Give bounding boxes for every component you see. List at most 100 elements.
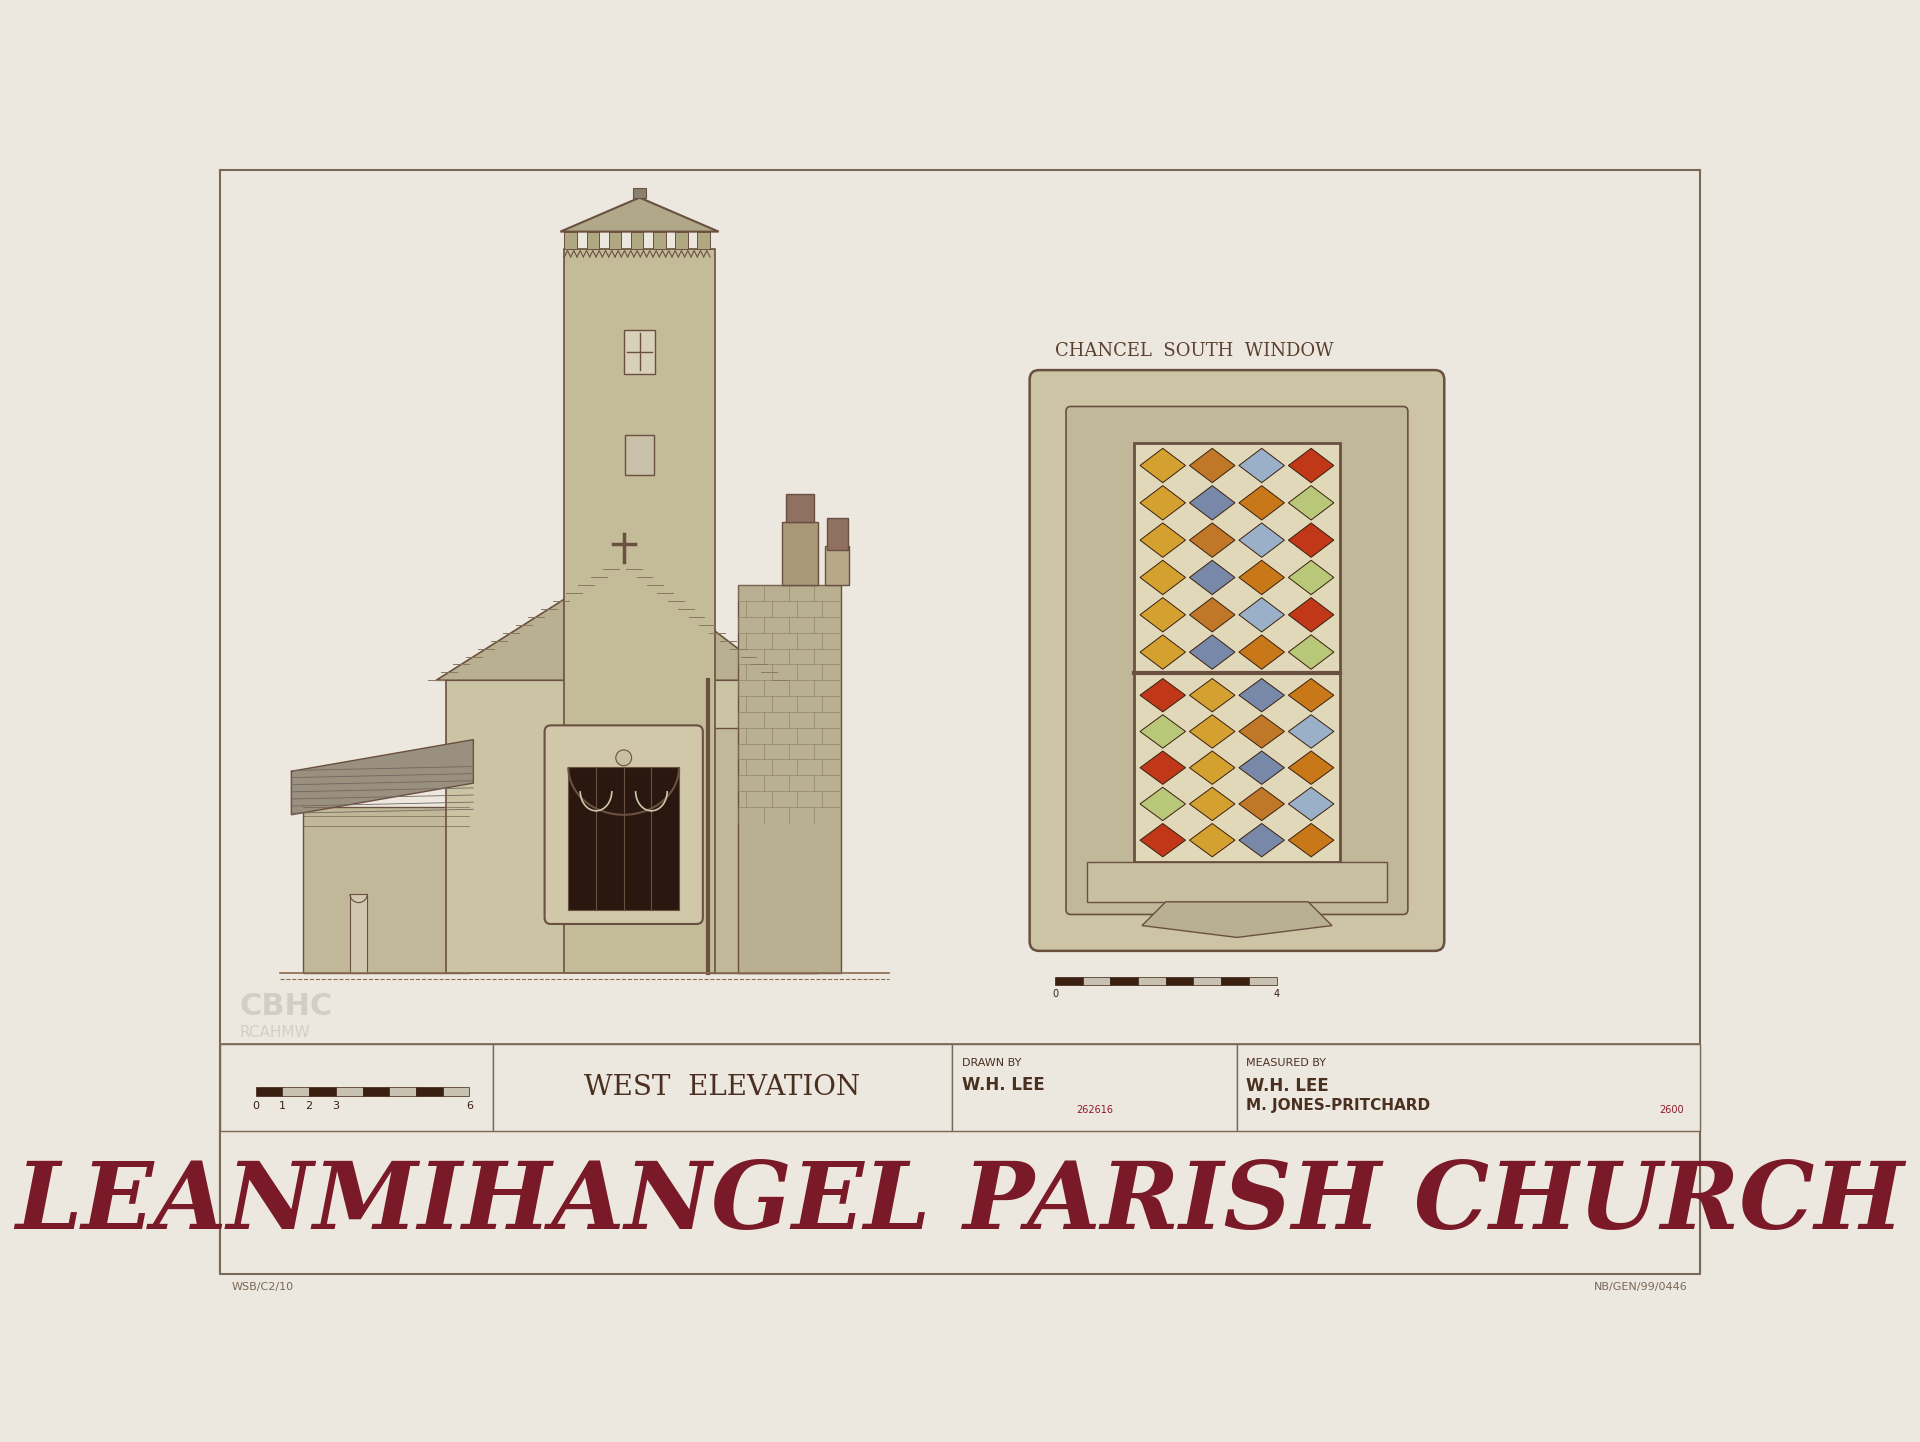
Bar bbox=[1083, 978, 1110, 985]
Bar bbox=[349, 894, 367, 973]
Bar bbox=[564, 249, 714, 973]
Bar bbox=[781, 522, 818, 585]
Bar bbox=[609, 232, 622, 249]
Bar bbox=[363, 1087, 390, 1096]
FancyBboxPatch shape bbox=[1066, 407, 1407, 914]
Text: 262616: 262616 bbox=[1075, 1106, 1114, 1116]
Bar bbox=[444, 1087, 468, 1096]
Polygon shape bbox=[1140, 679, 1185, 712]
Bar bbox=[282, 1087, 309, 1096]
Polygon shape bbox=[1288, 679, 1334, 712]
Bar bbox=[303, 808, 468, 973]
Bar bbox=[634, 187, 645, 198]
FancyBboxPatch shape bbox=[1029, 371, 1444, 950]
Text: 2: 2 bbox=[305, 1102, 313, 1112]
Bar bbox=[390, 1087, 417, 1096]
Polygon shape bbox=[1140, 486, 1185, 521]
Polygon shape bbox=[1288, 634, 1334, 669]
Text: 3: 3 bbox=[332, 1102, 340, 1112]
Polygon shape bbox=[1140, 751, 1185, 784]
Text: 1: 1 bbox=[278, 1102, 286, 1112]
Polygon shape bbox=[1288, 751, 1334, 784]
Polygon shape bbox=[1190, 448, 1235, 483]
Polygon shape bbox=[1238, 597, 1284, 632]
Polygon shape bbox=[1288, 787, 1334, 820]
Bar bbox=[221, 1044, 493, 1132]
Bar bbox=[1194, 978, 1221, 985]
Text: CBHC: CBHC bbox=[240, 992, 334, 1021]
Bar bbox=[676, 232, 687, 249]
Polygon shape bbox=[1140, 823, 1185, 857]
Polygon shape bbox=[1288, 597, 1334, 632]
Text: NB/GEN/99/0446: NB/GEN/99/0446 bbox=[1594, 1282, 1688, 1292]
Bar bbox=[739, 585, 841, 973]
Bar bbox=[309, 1087, 336, 1096]
Bar bbox=[828, 518, 847, 549]
Text: WSB/C2/10: WSB/C2/10 bbox=[232, 1282, 294, 1292]
Text: 2600: 2600 bbox=[1659, 1106, 1684, 1116]
Bar bbox=[568, 767, 680, 910]
Polygon shape bbox=[1190, 561, 1235, 594]
Bar bbox=[1165, 978, 1194, 985]
Polygon shape bbox=[1238, 448, 1284, 483]
Polygon shape bbox=[1140, 597, 1185, 632]
Bar bbox=[255, 1087, 282, 1096]
Polygon shape bbox=[1238, 787, 1284, 820]
Text: 0: 0 bbox=[1052, 989, 1058, 999]
Polygon shape bbox=[1288, 715, 1334, 748]
Polygon shape bbox=[1190, 634, 1235, 669]
Bar bbox=[221, 1044, 1699, 1132]
Polygon shape bbox=[1288, 448, 1334, 483]
Polygon shape bbox=[436, 561, 780, 681]
Bar bbox=[785, 495, 814, 522]
Circle shape bbox=[616, 750, 632, 766]
Polygon shape bbox=[1238, 561, 1284, 594]
Text: M. JONES-PRITCHARD: M. JONES-PRITCHARD bbox=[1246, 1097, 1430, 1113]
Bar bbox=[1221, 978, 1248, 985]
Text: W.H. LEE: W.H. LEE bbox=[962, 1076, 1044, 1094]
Polygon shape bbox=[1190, 715, 1235, 748]
Polygon shape bbox=[1288, 486, 1334, 521]
Bar bbox=[417, 1087, 444, 1096]
Polygon shape bbox=[1288, 823, 1334, 857]
Text: 6: 6 bbox=[467, 1102, 472, 1112]
Text: 4: 4 bbox=[1273, 989, 1279, 999]
Text: RCAHMW: RCAHMW bbox=[240, 1025, 311, 1040]
Polygon shape bbox=[1238, 523, 1284, 557]
Polygon shape bbox=[1288, 523, 1334, 557]
Polygon shape bbox=[1190, 787, 1235, 820]
Polygon shape bbox=[1238, 634, 1284, 669]
Bar bbox=[1054, 978, 1083, 985]
Polygon shape bbox=[1238, 751, 1284, 784]
Bar bbox=[1248, 978, 1277, 985]
Polygon shape bbox=[1140, 787, 1185, 820]
Bar bbox=[626, 435, 655, 474]
Bar bbox=[1236, 1044, 1699, 1132]
Text: WEST  ELEVATION: WEST ELEVATION bbox=[584, 1074, 860, 1102]
Polygon shape bbox=[1190, 486, 1235, 521]
Bar bbox=[952, 1044, 1236, 1132]
Polygon shape bbox=[1140, 523, 1185, 557]
Bar bbox=[1135, 443, 1340, 862]
Polygon shape bbox=[1190, 823, 1235, 857]
Text: 0: 0 bbox=[252, 1102, 259, 1112]
Bar bbox=[697, 232, 710, 249]
Polygon shape bbox=[1140, 448, 1185, 483]
Text: DRAWN BY: DRAWN BY bbox=[962, 1058, 1021, 1069]
Bar bbox=[564, 232, 578, 249]
Polygon shape bbox=[1140, 715, 1185, 748]
Text: LEANMIHANGEL PARISH CHURCH: LEANMIHANGEL PARISH CHURCH bbox=[15, 1158, 1905, 1247]
Bar bbox=[707, 728, 818, 973]
Polygon shape bbox=[1190, 523, 1235, 557]
Bar bbox=[336, 1087, 363, 1096]
Text: MEASURED BY: MEASURED BY bbox=[1246, 1058, 1327, 1069]
Text: W.H. LEE: W.H. LEE bbox=[1246, 1077, 1329, 1096]
Polygon shape bbox=[1140, 634, 1185, 669]
Bar bbox=[1087, 862, 1388, 901]
Bar bbox=[624, 330, 655, 373]
Polygon shape bbox=[1140, 561, 1185, 594]
FancyBboxPatch shape bbox=[545, 725, 703, 924]
Polygon shape bbox=[1238, 679, 1284, 712]
Bar bbox=[653, 232, 666, 249]
Polygon shape bbox=[1142, 901, 1332, 937]
